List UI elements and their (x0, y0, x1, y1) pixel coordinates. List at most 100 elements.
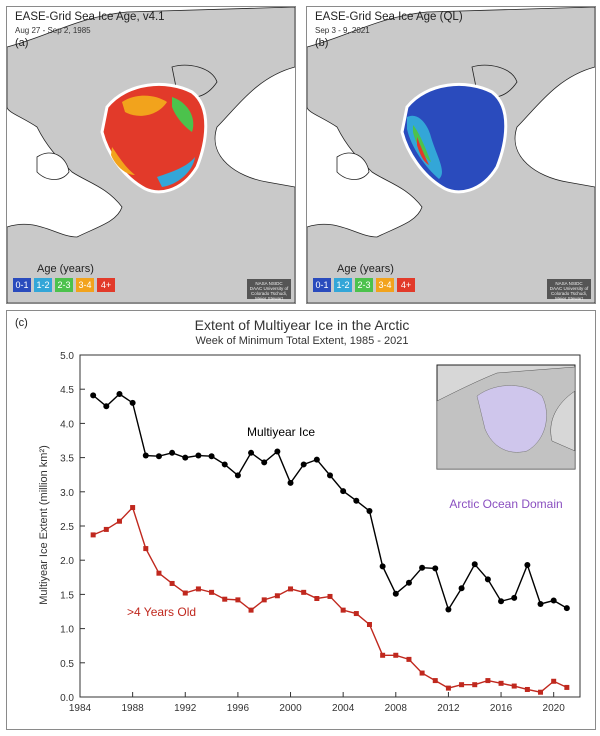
panel-label: (a) (15, 37, 29, 49)
data-point (392, 590, 399, 597)
data-point (103, 526, 109, 532)
series-line-4-years-old (92, 506, 568, 693)
data-point (234, 472, 241, 479)
data-point (274, 448, 281, 455)
data-point (103, 403, 110, 410)
data-point (353, 611, 359, 617)
data-point (511, 683, 517, 689)
x-tick-label: 1992 (174, 703, 197, 714)
data-point (551, 678, 557, 684)
data-point (471, 561, 478, 568)
data-point (288, 586, 294, 592)
data-point (485, 678, 491, 684)
credit-logo: NASA NSIDC DAAC University of Colorado T… (547, 279, 591, 301)
data-point (274, 593, 280, 599)
legend-swatch-0-1: 0-1 (13, 278, 31, 292)
legend-swatch-3-4: 3-4 (376, 278, 394, 292)
data-point (235, 597, 241, 603)
data-point (169, 580, 175, 586)
data-point (563, 605, 570, 612)
data-point (248, 449, 255, 456)
data-point (314, 596, 320, 602)
data-point (169, 449, 176, 456)
age-legend: 0-1 1-2 2-3 3-4 4+ (313, 278, 415, 292)
y-tick-label: 4.0 (60, 419, 74, 430)
x-tick-label: 1984 (69, 703, 92, 714)
data-point (209, 589, 215, 595)
data-point (143, 546, 149, 552)
legend-title: Age (years) (337, 263, 394, 275)
legend-swatch-2-3: 2-3 (355, 278, 373, 292)
data-point (380, 652, 386, 658)
x-tick-label: 2016 (490, 703, 513, 714)
chart-title: Extent of Multiyear Ice in the Arctic (194, 317, 410, 333)
map-title: EASE-Grid Sea Ice Age (QL) (315, 11, 463, 23)
panel-label: (c) (15, 317, 28, 329)
data-point (221, 461, 228, 468)
y-tick-label: 0.5 (60, 659, 74, 670)
y-tick-label: 2.0 (60, 556, 74, 567)
legend-swatch-3-4: 3-4 (76, 278, 94, 292)
panel-label: (b) (315, 37, 329, 49)
data-point (432, 565, 439, 572)
y-tick-label: 3.5 (60, 454, 74, 465)
data-point (511, 594, 518, 601)
y-tick-label: 3.0 (60, 488, 74, 499)
map-date: Aug 27 - Sep 2, 1985 (15, 26, 91, 35)
data-point (419, 670, 425, 676)
credit-logo: NASA NSIDC DAAC University of Colorado T… (247, 279, 291, 301)
data-point (261, 597, 267, 603)
data-point (130, 505, 136, 511)
series-label-multiyear-ice: Multiyear Ice (247, 425, 315, 439)
x-tick-label: 2008 (385, 703, 408, 714)
data-point (498, 598, 505, 605)
data-point (498, 680, 504, 686)
data-point (366, 507, 373, 514)
y-tick-label: 0.0 (60, 693, 74, 704)
data-point (366, 621, 372, 627)
data-point (208, 453, 215, 460)
x-tick-label: 1988 (122, 703, 145, 714)
data-point (484, 576, 491, 583)
map-date: Sep 3 - 9, 2021 (315, 26, 370, 35)
data-point (182, 454, 189, 461)
data-point (537, 600, 544, 607)
data-point (327, 593, 333, 599)
data-point (340, 488, 347, 495)
legend-swatch-4plus: 4+ (397, 278, 415, 292)
legend-swatch-1-2: 1-2 (334, 278, 352, 292)
data-point (300, 461, 307, 468)
data-point (116, 518, 122, 524)
chart-axes: 0.0 0.5 1.0 1.5 2.0 2.5 3.0 3.5 4.0 4.5 5.0 1984 198… (60, 351, 581, 714)
y-tick-label: 4.5 (60, 385, 74, 396)
inset-map (436, 364, 576, 470)
chart-subtitle: Week of Minimum Total Extent, 1985 - 202… (195, 335, 409, 347)
data-point (379, 563, 386, 570)
legend-swatch-4plus: 4+ (97, 278, 115, 292)
data-point (327, 472, 333, 479)
data-point (313, 456, 320, 463)
y-tick-label: 2.5 (60, 522, 74, 533)
arctic-map-2021 (307, 7, 595, 303)
multiyear-ice-chart: 0.0 0.5 1.0 1.5 2.0 2.5 3.0 3.5 4.0 4.5 5.0 1984 198… (38, 351, 581, 714)
data-point (524, 686, 530, 692)
data-point (458, 585, 465, 592)
data-point (459, 682, 465, 688)
data-point (419, 564, 426, 571)
map-panel-1985: EASE-Grid Sea Ice Age, v4.1 Aug 27 - Sep… (6, 6, 296, 304)
data-point (248, 607, 254, 613)
x-tick-label: 2012 (437, 703, 460, 714)
data-point (222, 596, 228, 602)
data-point (90, 392, 97, 399)
legend-swatch-0-1: 0-1 (313, 278, 331, 292)
y-axis-label: Multiyear Ice Extent (million km²) (38, 445, 50, 605)
data-point (155, 453, 162, 460)
y-tick-label: 1.5 (60, 590, 74, 601)
x-tick-label: 2000 (279, 703, 302, 714)
data-point (195, 452, 202, 459)
data-point (90, 532, 96, 538)
data-point (405, 579, 412, 586)
legend-title: Age (years) (37, 263, 94, 275)
age-legend: 0-1 1-2 2-3 3-4 4+ (13, 278, 115, 292)
data-point (287, 479, 294, 486)
